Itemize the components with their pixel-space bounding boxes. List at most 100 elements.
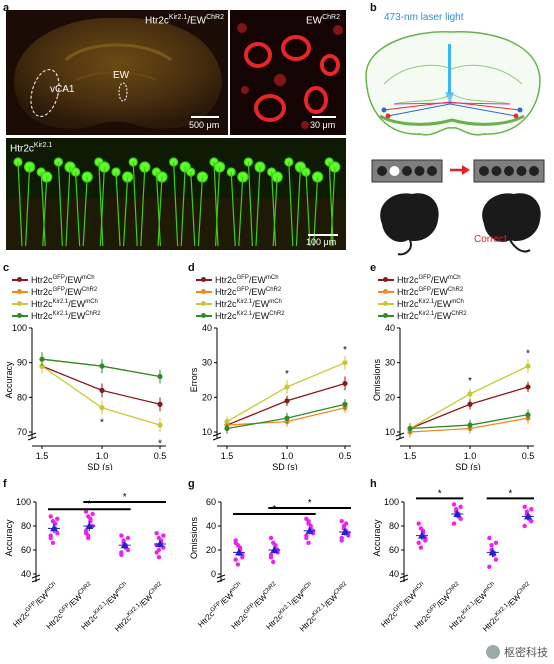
- y-axis-label: Omissions: [189, 517, 199, 560]
- data-point: [407, 425, 413, 432]
- individual-point: [125, 535, 131, 541]
- neuron-dendrite: [140, 166, 146, 247]
- legend-swatch: [196, 313, 212, 318]
- axis-break: [27, 436, 37, 441]
- mean-marker: [235, 548, 243, 556]
- neuron-dendrite: [17, 161, 23, 247]
- brain-section-image: Htr2cKir2.1/EWChR2 vCA1 EW 500 μm: [6, 10, 228, 135]
- individual-point: [154, 531, 159, 536]
- individual-point: [156, 547, 162, 553]
- legend-entry: Htr2cGFP/EWChR2: [12, 286, 101, 298]
- y-tick-label: 80: [21, 521, 31, 531]
- y-tick-label: 80: [389, 521, 399, 531]
- data-point: [342, 360, 348, 366]
- x-tick-label: 1.0: [464, 451, 477, 461]
- correct-label: Correct: [474, 234, 507, 245]
- kir-neurons-image: Htr2cKir2.1 100 μm: [6, 138, 346, 250]
- neuron-dendrite: [288, 161, 294, 247]
- brain-title: Htr2cKir2.1/EWChR2: [145, 14, 224, 27]
- mean-marker: [50, 524, 58, 532]
- legend-d: Htr2cGFP/EWmCh Htr2cGFP/EWChR2 Htr2cKir2.1…: [196, 274, 285, 322]
- data-point: [342, 401, 348, 407]
- y-tick-label: 10: [202, 427, 212, 437]
- dark-hole: [377, 166, 387, 176]
- significance-star: *: [123, 492, 127, 503]
- individual-point: [304, 533, 309, 538]
- individual-point: [156, 555, 162, 560]
- ew-inset-graphic: [237, 23, 343, 129]
- chart-f-accuracy: 406080100Accuracy**Htr2cGFP/EWmChHtr2cGF…: [4, 492, 166, 634]
- individual-point: [487, 535, 492, 541]
- legend-label: Htr2cGFP/EWChR2: [215, 287, 282, 297]
- individual-point: [119, 533, 124, 538]
- dark-hole: [402, 166, 412, 176]
- mean-marker: [120, 541, 129, 549]
- axis-break: [216, 578, 226, 583]
- individual-point: [268, 552, 274, 557]
- legend-swatch: [12, 313, 28, 318]
- data-point: [342, 380, 348, 387]
- x-tick-label: 0.5: [339, 451, 352, 461]
- watermark-text: 枢密科技: [504, 647, 548, 659]
- legend-e: Htr2cGFP/EWmCh Htr2cGFP/EWChR2 Htr2cKir2.1…: [378, 274, 467, 322]
- dark-hole: [479, 166, 489, 176]
- y-tick-label: 30: [202, 358, 212, 368]
- scale-bar-lower: [308, 234, 338, 236]
- neuron-dendrite: [155, 171, 161, 247]
- neuron-dendrite: [197, 176, 203, 247]
- x-axis-label: SD (s): [272, 462, 298, 470]
- x-tick-label: 1.5: [404, 451, 417, 461]
- individual-point: [487, 564, 492, 569]
- individual-point: [50, 540, 56, 545]
- legend-entry: Htr2cKir2.1/EWChR2: [378, 310, 467, 322]
- mean-marker: [418, 531, 426, 539]
- neuron-dendrite: [82, 176, 88, 247]
- panel-label-e: e: [370, 262, 377, 274]
- legend-swatch: [196, 301, 212, 306]
- watermark-logo-icon: [486, 645, 500, 659]
- data-point: [284, 415, 290, 421]
- neuron-dendrite: [132, 161, 138, 247]
- dark-hole: [491, 166, 502, 176]
- data-point: [284, 398, 290, 404]
- individual-point: [88, 516, 93, 521]
- neuron-dendrite: [190, 171, 196, 247]
- data-point: [99, 363, 105, 369]
- scale-label-main: 500 μm: [189, 120, 220, 130]
- legend-swatch: [378, 277, 394, 282]
- y-tick-label: 20: [206, 545, 216, 555]
- legend-swatch: [378, 313, 394, 318]
- data-point: [284, 384, 290, 390]
- panel-label-a: a: [3, 2, 10, 14]
- dark-hole: [427, 166, 437, 176]
- legend-swatch: [378, 301, 394, 306]
- legend-swatch: [12, 301, 28, 306]
- scale-label-lower: 100 μm: [306, 237, 337, 247]
- individual-point: [343, 521, 349, 526]
- lit-hole: [389, 166, 400, 176]
- neuron-dendrite: [98, 161, 104, 247]
- individual-point: [83, 509, 89, 514]
- legend-label: Htr2cGFP/EWChR2: [31, 287, 98, 297]
- panel-label-g: g: [188, 478, 195, 490]
- data-point: [157, 422, 163, 428]
- data-point: [525, 412, 531, 418]
- data-point: [157, 373, 163, 380]
- individual-point: [522, 523, 527, 529]
- neuron-dendrite: [65, 166, 71, 247]
- significance-star: *: [508, 488, 512, 499]
- axis-break: [216, 574, 226, 579]
- y-tick-label: 80: [17, 392, 27, 402]
- legend-label: Htr2cKir2.1/EWChR2: [397, 311, 467, 321]
- neuron-dendrite: [328, 161, 334, 247]
- individual-point: [161, 533, 166, 538]
- neuron-dendrite: [271, 171, 277, 247]
- legend-label: Htr2cKir2.1/EWmCh: [215, 299, 282, 309]
- significance-star: *: [438, 488, 442, 499]
- significance-star: *: [100, 418, 104, 429]
- neuron-dendrite: [238, 176, 244, 247]
- legend-swatch: [196, 289, 212, 294]
- chart-e-omissions: 10 20 30 40 1.5 1.0 0.5 SD (s) Omissions * *: [372, 323, 534, 470]
- mean-marker: [341, 528, 349, 535]
